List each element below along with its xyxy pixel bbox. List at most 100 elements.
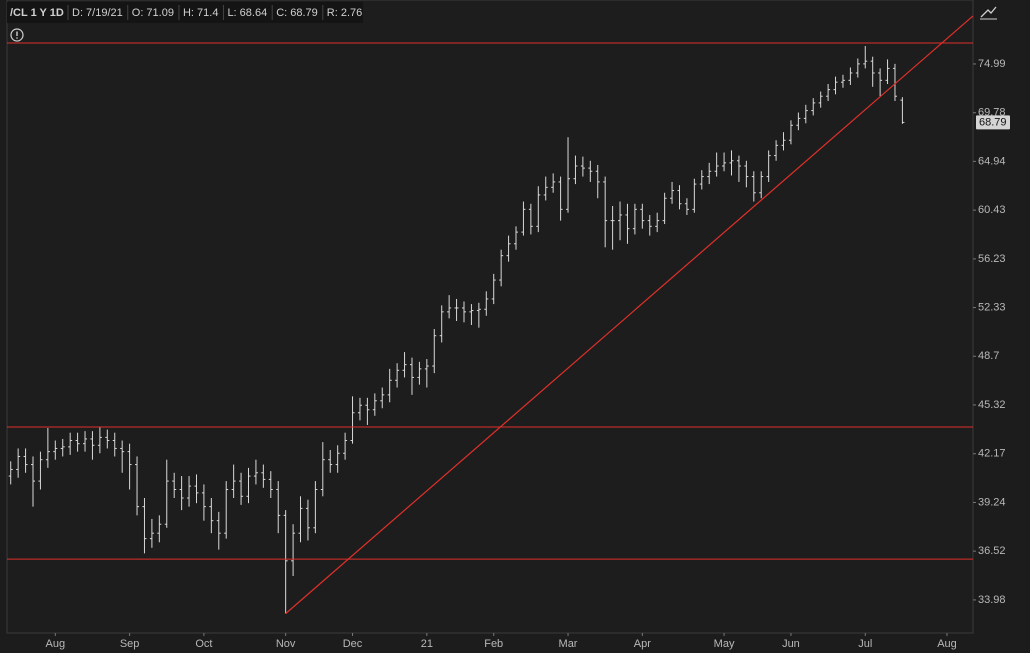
- header-field: L: 68.64: [227, 7, 267, 19]
- ohlc-bar: [313, 481, 318, 534]
- x-tick-label: Dec: [343, 638, 363, 650]
- y-tick-label: 56.23: [978, 253, 1006, 265]
- ohlc-bar: [157, 515, 162, 543]
- ohlc-bar: [744, 160, 749, 188]
- ohlc-bar: [878, 68, 883, 97]
- y-tick-label: 48.7: [978, 350, 999, 362]
- ohlc-bar: [127, 443, 132, 490]
- ohlc-bar: [595, 164, 600, 199]
- symbol: /CL 1 Y 1D: [10, 7, 64, 19]
- draw-tool-icon[interactable]: [979, 5, 997, 21]
- ohlc-bar: [261, 464, 266, 488]
- ohlc-bar: [736, 155, 741, 182]
- ohlc-bar: [164, 459, 169, 528]
- header-field: O: 71.09: [132, 7, 174, 19]
- ohlc-bar: [603, 176, 608, 248]
- ohlc-bar: [142, 498, 147, 554]
- ohlc-bar: [521, 201, 526, 236]
- ohlc-bar: [432, 328, 437, 374]
- ohlc-bar: [528, 203, 533, 235]
- x-tick-label: Aug: [937, 638, 957, 650]
- ohlc-bar: [476, 302, 481, 328]
- alert-icon-dot: [16, 37, 18, 39]
- ohlc-bar: [350, 396, 355, 444]
- ohlc-bar: [268, 471, 273, 499]
- ohlc-bar: [320, 442, 325, 497]
- ohlc-bar: [885, 59, 890, 85]
- ohlc-bar: [818, 91, 823, 108]
- ohlc-bar: [811, 98, 816, 116]
- ohlc-bar: [543, 176, 548, 201]
- ohlc-bar: [684, 198, 689, 215]
- ohlc-bar: [454, 298, 459, 322]
- y-tick-label: 36.52: [978, 545, 1006, 557]
- ohlc-bar: [677, 185, 682, 210]
- ohlc-bar: [387, 368, 392, 403]
- price-tag: [976, 115, 1010, 130]
- ohlc-bar: [632, 203, 637, 235]
- ohlc-bar: [514, 226, 519, 250]
- y-tick-label: 45.32: [978, 399, 1006, 411]
- y-tick-label: 60.43: [978, 204, 1006, 216]
- ohlc-bar: [97, 426, 102, 454]
- ohlc-bar: [900, 97, 905, 124]
- ohlc-bar: [840, 74, 845, 88]
- ohlc-bar: [766, 150, 771, 182]
- ohlc-bar: [870, 56, 875, 87]
- ohlc-bar: [692, 178, 697, 213]
- ohlc-bar: [402, 352, 407, 378]
- ohlc-bar: [892, 63, 897, 101]
- ohlc-bar: [395, 363, 400, 388]
- header-bar: [7, 2, 363, 23]
- ohlc-bar: [566, 137, 571, 213]
- ohlc-bar: [209, 498, 214, 534]
- ohlc-bar: [863, 46, 868, 69]
- header-field: C: 68.79: [276, 7, 318, 19]
- ohlc-bar: [759, 171, 764, 199]
- x-tick-label: May: [714, 638, 735, 650]
- ohlc-bar: [357, 397, 362, 421]
- y-tick-label: 39.24: [978, 496, 1006, 508]
- alert-icon[interactable]: [10, 28, 24, 42]
- ohlc-bar: [409, 357, 414, 395]
- ohlc-bar: [53, 440, 58, 460]
- ohlc-bar: [699, 170, 704, 190]
- y-tick-label: 42.17: [978, 448, 1006, 460]
- y-tick-label: 74.99: [978, 58, 1006, 70]
- ohlc-bar: [469, 304, 474, 325]
- ohlc-bar: [16, 448, 21, 478]
- draw-tool-glyph: [980, 6, 997, 18]
- x-tick-label: Jul: [858, 638, 872, 650]
- ohlc-bar: [447, 295, 452, 319]
- ohlc-bar: [172, 472, 177, 499]
- ohlc-bar: [365, 397, 370, 425]
- ohlc-bar: [714, 152, 719, 177]
- x-tick-label: Oct: [195, 638, 212, 650]
- ohlc-bar: [640, 203, 645, 229]
- ohlc-bar: [833, 76, 838, 95]
- x-tick-label: Jun: [782, 638, 800, 650]
- ohlc-bar: [75, 432, 80, 452]
- ohlc-bar: [751, 171, 756, 202]
- ohlc-bar: [298, 496, 303, 543]
- ohlc-bar: [231, 464, 236, 499]
- ohlc-bar: [588, 160, 593, 182]
- ohlc-bar: [551, 173, 556, 193]
- ohlc-bar: [796, 112, 801, 131]
- ohlc-bar: [83, 431, 88, 452]
- ohlc-bar: [558, 176, 563, 221]
- ohlc-bar: [417, 361, 422, 385]
- ohlc-bar: [722, 152, 727, 172]
- ohlc-bar: [618, 201, 623, 241]
- ohlc-bar: [305, 499, 310, 541]
- ohlc-bar: [536, 186, 541, 233]
- header-field: H: 71.4: [183, 7, 218, 19]
- ohlc-bar: [246, 467, 251, 504]
- ohlc-bar: [68, 432, 73, 455]
- ohlc-bar: [187, 476, 192, 507]
- ohlc-bar: [194, 474, 199, 504]
- ohlc-bar: [224, 481, 229, 539]
- x-tick-label: Sep: [120, 638, 140, 650]
- ohlc-bar: [105, 429, 110, 449]
